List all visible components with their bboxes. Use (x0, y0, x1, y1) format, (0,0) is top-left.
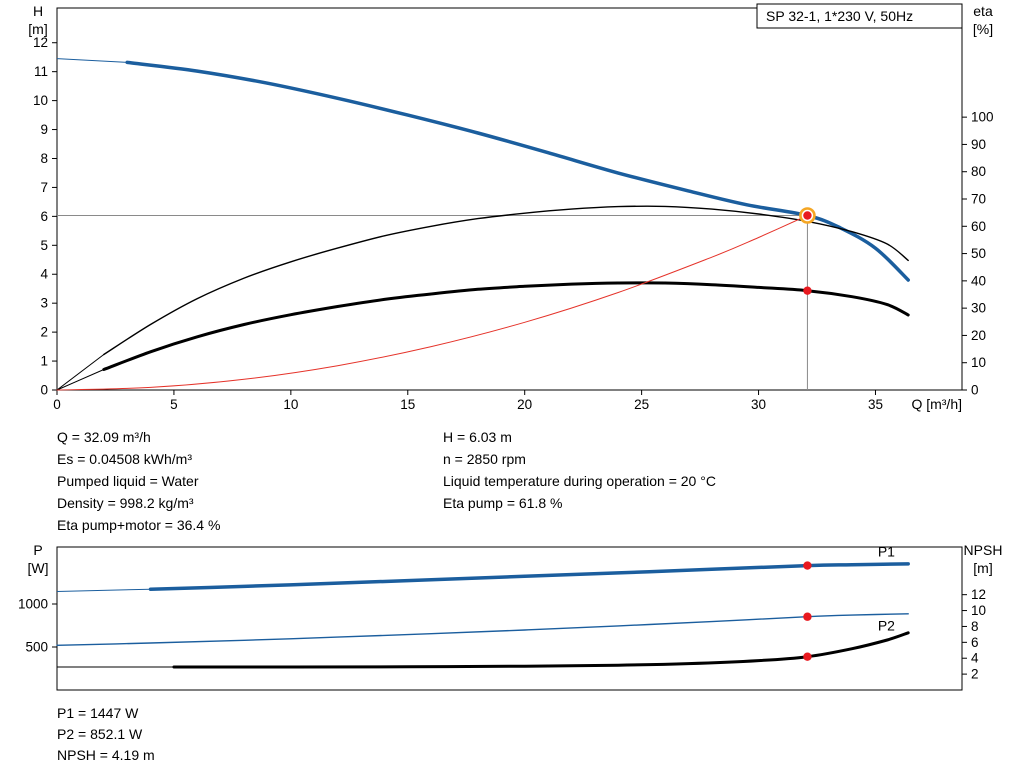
result-npsh: NPSH = 4.19 m (57, 747, 155, 763)
result-liquid-temperature: Liquid temperature during operation = 20… (443, 473, 716, 489)
y-left-tick-label: 12 (33, 35, 48, 50)
result-speed: n = 2850 rpm (443, 451, 526, 467)
y-left-tick-label: 1 (40, 354, 48, 369)
result-p1: P1 = 1447 W (57, 705, 139, 721)
x-axis-label: Q [m³/h] (911, 396, 962, 412)
qh-eta-chart: 0 5 10 15 20 25 30 35 Q [m³/h]012345678910111201… (28, 3, 994, 412)
x-tick-label: 10 (283, 397, 298, 412)
y-right-tick-label: 10 (971, 355, 986, 370)
y-left-tick-label: 2 (40, 325, 48, 340)
p1-curve-lead (56, 588, 151, 592)
npsh-curve (172, 631, 910, 669)
x-tick-label: 15 (400, 397, 415, 412)
y-left-axis-label: P (33, 542, 42, 558)
x-tick-label: 25 (634, 397, 649, 412)
y-right-tick-label: 8 (971, 619, 979, 634)
result-eta-pump: Eta pump = 61.8 % (443, 495, 563, 511)
head-curve (125, 60, 910, 282)
y-left-tick-label: 5 (40, 238, 48, 253)
y-right-tick-label: 6 (971, 635, 979, 650)
result-density: Density = 998.2 kg/m³ (57, 495, 194, 511)
y-right-tick-label: 40 (971, 273, 986, 288)
eta-pump-motor-curve (102, 281, 910, 371)
y-right-tick-label: 90 (971, 137, 986, 152)
result-eta-pump-motor: Eta pump+motor = 36.4 % (57, 517, 221, 533)
p2-curve (56, 613, 909, 646)
y-right-tick-label: 70 (971, 192, 986, 207)
plot-frame (56, 546, 963, 691)
duty-analysis-right-column: H = 6.03 m n = 2850 rpm Liquid temperatu… (443, 426, 716, 536)
head-curve-lead (56, 58, 128, 63)
y-right-tick-label: 12 (971, 587, 986, 602)
x-tick-label: 0 (53, 397, 61, 412)
power-results-text: P1 = 1447 W P2 = 852.1 W NPSH = 4.19 m (57, 703, 155, 766)
duty-point-dot (803, 286, 812, 295)
y-right-tick-label: 50 (971, 246, 986, 261)
y-right-axis-unit: [m] (973, 560, 992, 576)
y-right-axis-label: NPSH (964, 542, 1003, 558)
duty-point-dot (803, 211, 812, 220)
duty-analysis-text: Q = 32.09 m³/h Es = 0.04508 kWh/m³ Pumpe… (57, 426, 716, 536)
y-right-tick-label: 80 (971, 164, 986, 179)
result-es: Es = 0.04508 kWh/m³ (57, 451, 193, 467)
y-left-axis-label: H (33, 3, 43, 19)
p2-curve-label: P2 (878, 618, 895, 634)
result-pumped-liquid: Pumped liquid = Water (57, 473, 199, 489)
eta-pump-motor-curve-lead (56, 369, 105, 391)
y-left-tick-label: 9 (40, 122, 48, 137)
duty-point-dot (803, 652, 812, 661)
chart-title: SP 32-1, 1*230 V, 50Hz (766, 8, 913, 24)
duty-point-dot (803, 612, 812, 621)
y-left-tick-label: 1000 (18, 597, 48, 612)
system-curve (56, 215, 808, 391)
result-q: Q = 32.09 m³/h (57, 429, 151, 445)
y-left-tick-label: 0 (40, 383, 48, 398)
eta-pump-curve (103, 205, 909, 356)
y-left-tick-label: 8 (40, 151, 48, 166)
y-left-tick-label: 10 (33, 93, 48, 108)
duty-analysis-left-column: Q = 32.09 m³/h Es = 0.04508 kWh/m³ Pumpe… (57, 426, 443, 536)
x-tick-label: 5 (170, 397, 178, 412)
x-tick-label: 30 (751, 397, 766, 412)
y-right-tick-label: 2 (971, 667, 979, 682)
duty-point-dot (803, 561, 812, 570)
plot-frame (56, 7, 963, 391)
y-left-tick-label: 4 (40, 267, 48, 282)
y-left-tick-label: 7 (40, 180, 48, 195)
y-right-axis-unit: [%] (973, 21, 993, 37)
result-p2: P2 = 852.1 W (57, 726, 143, 742)
y-left-axis-unit: [m] (28, 21, 47, 37)
y-left-tick-label: 6 (40, 209, 48, 224)
y-left-tick-label: 11 (34, 64, 48, 79)
y-left-tick-label: 500 (25, 640, 48, 655)
y-right-tick-label: 0 (971, 383, 979, 398)
p1-curve-label: P1 (878, 543, 895, 559)
result-h: H = 6.03 m (443, 429, 512, 445)
p1-curve (148, 562, 910, 591)
y-right-tick-label: 60 (971, 219, 986, 234)
x-tick-label: 20 (517, 397, 532, 412)
chart-title-box (756, 3, 963, 29)
y-right-tick-label: 20 (971, 328, 986, 343)
y-right-tick-label: 4 (971, 651, 979, 666)
y-right-tick-label: 30 (971, 301, 986, 316)
y-right-axis-label: eta (973, 3, 993, 19)
y-right-tick-label: 10 (971, 603, 986, 618)
y-left-axis-unit: [W] (28, 560, 49, 576)
y-right-tick-label: 100 (971, 110, 994, 125)
eta-pump-curve-lead (56, 354, 105, 391)
y-left-tick-label: 3 (40, 296, 48, 311)
x-tick-label: 35 (868, 397, 883, 412)
